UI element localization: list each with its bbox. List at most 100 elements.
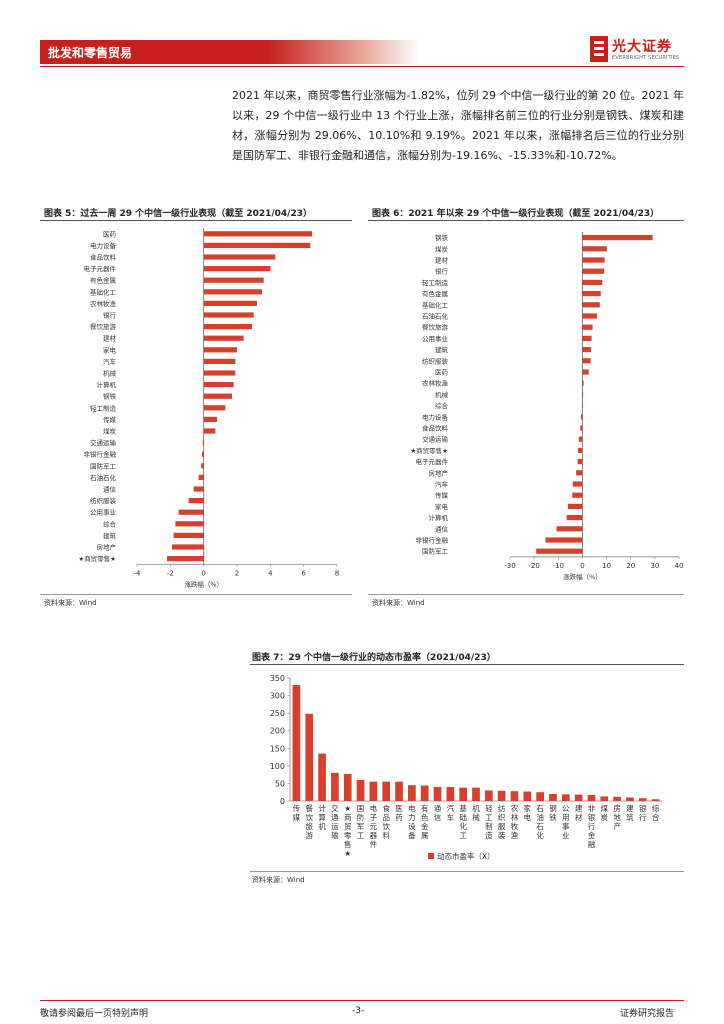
bar [561, 794, 570, 801]
bar [582, 380, 584, 386]
category-label: 医药 [435, 368, 449, 377]
category-label: 机械 [435, 390, 449, 399]
category-label: 建材 [103, 334, 117, 343]
category-label: 综合 [652, 803, 660, 822]
y-tick-label: 250 [270, 709, 285, 718]
bar [203, 347, 237, 353]
bar [613, 796, 621, 801]
bar [582, 279, 603, 285]
footer-disclaimer: 敬请参阅最后一页特别声明 [40, 1009, 149, 1019]
bar [577, 459, 583, 465]
category-label: 电力设备 [422, 412, 449, 421]
bar [582, 257, 605, 263]
bar [572, 492, 583, 498]
category-label: 石油石化 [422, 312, 449, 321]
bar [549, 793, 557, 801]
category-label: 钢铁 [549, 803, 557, 822]
bar [582, 302, 600, 308]
x-tick-label: -10 [553, 562, 564, 570]
category-label: 电子元器件 [84, 264, 117, 273]
category-label: 电力设备 [408, 803, 416, 840]
bar [203, 324, 252, 330]
category-label: 轻工制造 [90, 403, 117, 412]
figure-5-bottom-rule [40, 594, 352, 595]
category-label: 汽车 [447, 803, 455, 822]
bar [193, 486, 204, 492]
category-label: 基础化工 [422, 300, 449, 309]
x-tick-label: -30 [504, 562, 515, 570]
figure-6-title: 图表 6：2021 年以来 29 个中信一级行业表现（截至 2021/04/23… [372, 209, 660, 219]
y-tick-label: 150 [270, 744, 285, 753]
category-label: 传媒 [435, 491, 449, 500]
category-label: 非银行金融 [84, 450, 117, 459]
bar [580, 414, 583, 420]
category-label: 建筑 [626, 803, 634, 822]
x-tick-label: 6 [301, 569, 306, 577]
header-divider [40, 66, 684, 67]
bar [331, 772, 339, 801]
category-label: 建材 [575, 803, 583, 822]
bar [582, 246, 607, 252]
x-tick-label: 8 [335, 569, 339, 577]
bar [556, 526, 583, 532]
bar [202, 451, 204, 457]
bar [343, 773, 352, 801]
category-label: 通信 [103, 485, 117, 494]
bar [497, 790, 506, 801]
bar [545, 537, 583, 543]
category-label: 农林牧渔 [90, 299, 117, 308]
bar [292, 685, 301, 801]
bar [203, 289, 262, 295]
bar [582, 268, 605, 274]
bar [600, 796, 609, 801]
bar [203, 358, 236, 364]
category-label: 房地产 [613, 803, 621, 831]
category-label: 国防军工 [357, 804, 365, 840]
bar [173, 532, 204, 538]
bar [580, 425, 583, 431]
category-label: 煤炭 [103, 427, 117, 436]
category-label: 电子元器件 [370, 803, 378, 849]
bar [536, 548, 583, 554]
bar [408, 785, 416, 801]
bar [582, 291, 601, 297]
y-tick-label: 200 [270, 727, 285, 736]
brand-name-en: EVERBRIGHT SECURITIES [612, 55, 680, 61]
category-label: 钢铁 [103, 392, 117, 401]
figure-7-title-rule [250, 664, 684, 665]
category-label: 通信 [435, 524, 449, 533]
bar [202, 440, 204, 446]
category-label: 纺织服装 [422, 356, 449, 365]
bar [356, 779, 365, 801]
footer-report-type: 证券研究报告 [620, 1009, 675, 1019]
category-label: 非银行金融 [416, 536, 449, 545]
bar [574, 794, 583, 801]
legend-label: 动态市盈率（X） [437, 851, 495, 861]
category-label: 食品饮料 [422, 424, 449, 433]
category-label: 餐饮旅游 [305, 804, 313, 840]
category-label: 交通运输 [90, 438, 117, 447]
bar [420, 785, 429, 801]
bar [203, 242, 311, 248]
bar [188, 498, 204, 504]
category-label: 公用事业 [422, 334, 449, 343]
category-label: ★商贸零售★ [78, 554, 116, 563]
category-label: 建筑 [103, 531, 117, 540]
x-tick-label: 40 [675, 562, 684, 570]
bar [203, 300, 257, 306]
bar [201, 463, 204, 469]
category-label: 综合 [435, 401, 449, 410]
bar [167, 556, 204, 562]
category-label: 通信 [434, 803, 442, 822]
category-label: 基础化工 [90, 287, 117, 296]
category-label: 银行 [435, 267, 449, 276]
category-label: 国防军工 [422, 547, 449, 556]
figure-5-title-rule [40, 220, 352, 221]
category-label: 公用事业 [90, 508, 117, 517]
bar [203, 312, 254, 318]
category-label: 石油石化 [536, 804, 544, 840]
category-label: 轻工制造 [485, 803, 493, 840]
figure-5-source: 资料来源：Wind [44, 599, 97, 607]
bar [172, 544, 204, 550]
